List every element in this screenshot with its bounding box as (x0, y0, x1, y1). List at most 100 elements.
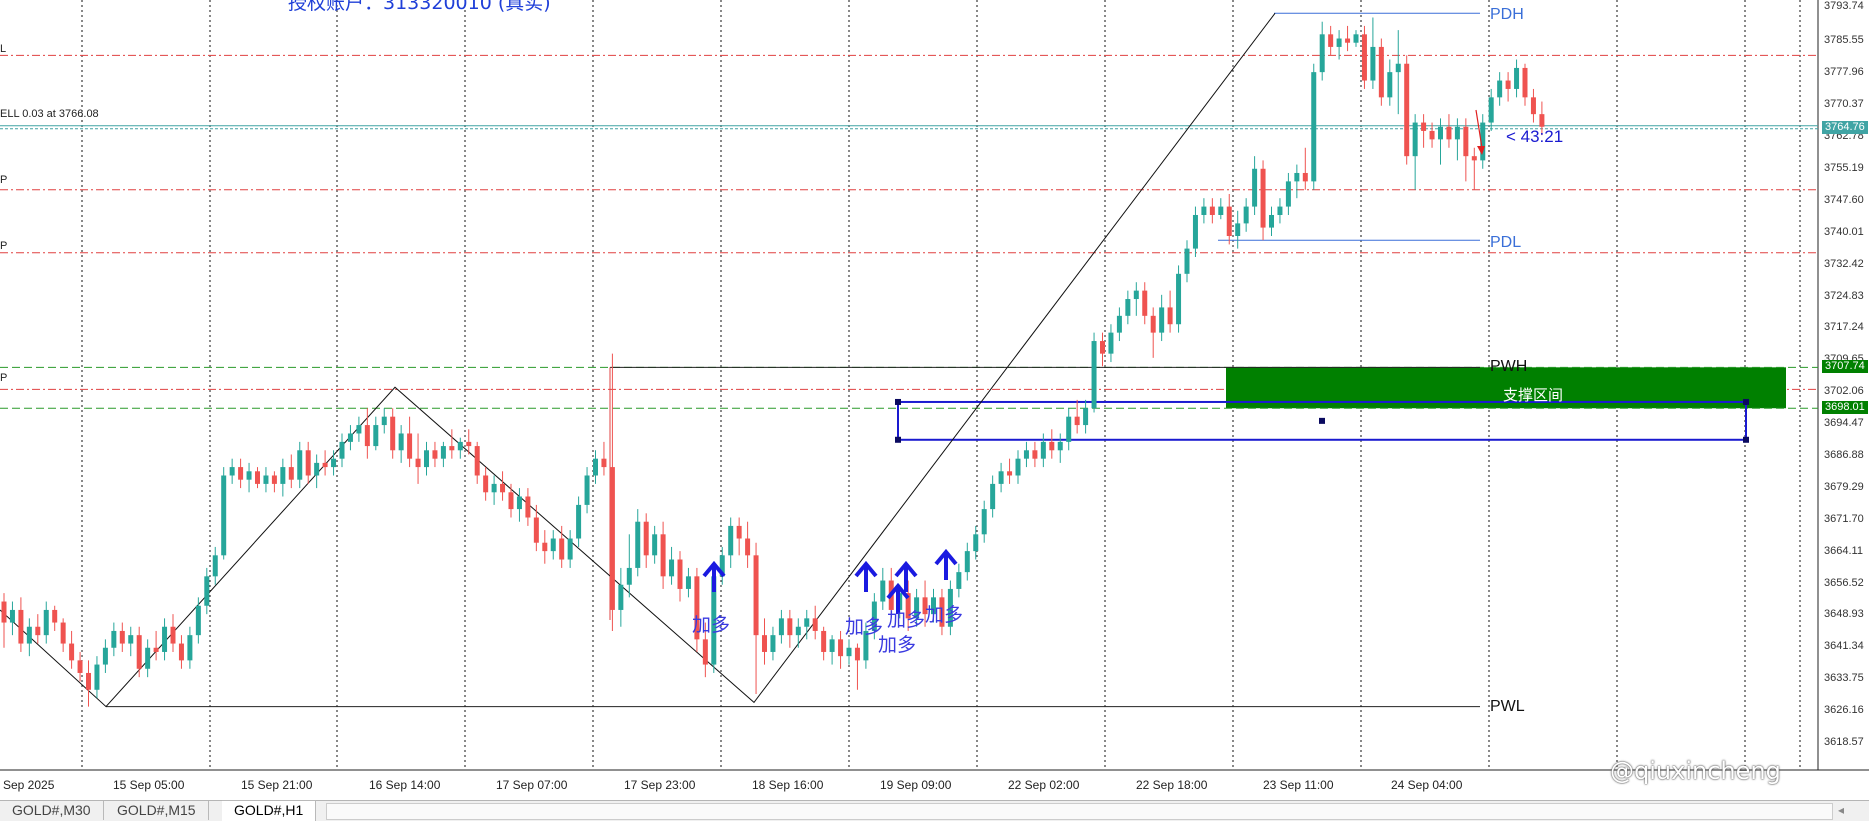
time-tick: 17 Sep 07:00 (496, 778, 568, 792)
price-tick: 3747.60 (1824, 193, 1864, 206)
bear-candle (1150, 315, 1156, 333)
bull-candle (26, 626, 32, 644)
chart-tab-bar: GOLD#,M30 GOLD#,M15 GOLD#,H1 ◂ (0, 800, 1869, 821)
bull-candle (440, 446, 446, 459)
bear-candle (1167, 307, 1173, 325)
price-tick: 3793.74 (1824, 0, 1864, 12)
bull-candle (635, 521, 641, 568)
bear-candle (305, 450, 311, 476)
price-tick: 3785.55 (1824, 34, 1864, 47)
bear-candle (1530, 97, 1536, 115)
bear-candle (170, 626, 176, 644)
tab-gold-m15[interactable]: GOLD#,M15 (105, 801, 209, 820)
time-tick: 22 Sep 02:00 (1008, 778, 1080, 792)
bull-candle (204, 576, 210, 606)
buy-arrow-icon (886, 582, 910, 600)
bull-candle (1294, 172, 1300, 182)
bear-candle (1522, 67, 1528, 98)
bull-candle (347, 433, 353, 442)
bull-candle (339, 441, 345, 459)
time-tick: 17 Sep 23:00 (624, 778, 696, 792)
bull-candle (567, 538, 573, 560)
tab-gold-h1[interactable]: GOLD#,H1 (222, 800, 317, 821)
price-tick: 3732.42 (1824, 257, 1864, 270)
bear-candle (86, 672, 91, 690)
bear-candle (500, 483, 506, 493)
left-label-p2: P (0, 240, 8, 252)
bull-candle (576, 504, 582, 539)
time-tick: 22 Sep 18:00 (1136, 778, 1208, 792)
bull-candle (1066, 416, 1072, 442)
bear-candle (838, 639, 844, 657)
bear-candle (1463, 126, 1469, 157)
price-tick: 3755.19 (1824, 161, 1864, 174)
bull-candle (212, 555, 218, 577)
bull-candle (1218, 206, 1224, 215)
price-tick: 3656.52 (1824, 576, 1864, 589)
bull-candle (145, 647, 151, 669)
bull-candle (1514, 67, 1520, 89)
bear-candle (18, 609, 24, 644)
buy-signal-label: 加多 (925, 604, 964, 626)
bull-candle (990, 483, 996, 510)
bear-candle (745, 538, 751, 556)
bear-candle (390, 416, 396, 451)
bull-candle (102, 647, 108, 665)
bear-candle (821, 630, 827, 652)
bear-candle (508, 492, 514, 510)
bear-candle (69, 643, 75, 661)
bull-candle (1176, 273, 1182, 325)
bull-candle (804, 618, 810, 627)
bear-candle (271, 475, 277, 484)
bull-candle (1116, 315, 1122, 333)
bear-candle (1345, 38, 1351, 43)
bull-candle (1252, 168, 1258, 207)
bear-candle (1100, 341, 1105, 354)
chart-canvas[interactable] (0, 0, 1869, 800)
bull-candle (1125, 299, 1131, 316)
bull-candle (1370, 46, 1376, 81)
scroll-left-icon[interactable]: ◂ (1838, 803, 1845, 817)
price-tick: 3702.06 (1824, 385, 1864, 398)
bull-candle (381, 416, 387, 426)
pwl-label: PWL (1490, 698, 1525, 715)
bear-candle (35, 626, 41, 636)
price-tick: 3618.57 (1824, 736, 1864, 748)
price-tick: 3648.93 (1824, 608, 1864, 621)
bull-candle (187, 635, 193, 661)
bull-candle (516, 496, 522, 510)
left-label-p1: P (0, 174, 8, 186)
bear-candle (812, 618, 818, 631)
bull-candle (331, 458, 337, 468)
bull-candle (280, 467, 286, 484)
bull-candle (626, 567, 632, 585)
price-tick: 3671.70 (1824, 512, 1864, 525)
support-zone-label: 支撑区间 (1503, 386, 1564, 404)
bull-candle (1387, 72, 1393, 98)
bull-candle (1015, 458, 1021, 476)
bull-candle (94, 664, 100, 690)
time-tick: 16 Sep 14:00 (369, 778, 441, 792)
bear-candle (609, 467, 615, 610)
price-tick: 3664.11 (1824, 544, 1863, 557)
bear-candle (364, 425, 370, 447)
bear-candle (178, 643, 184, 661)
buy-signal-label: 加多 (692, 614, 731, 636)
buy-arrow-icon (854, 560, 878, 578)
horizontal-scrollbar[interactable] (326, 803, 1833, 820)
bear-candle (1404, 63, 1410, 157)
bear-candle (1429, 130, 1435, 140)
bull-candle (424, 450, 429, 468)
zigzag-line (0, 13, 1276, 708)
tab-gold-m30[interactable]: GOLD#,M30 (0, 801, 104, 820)
bull-candle (871, 601, 877, 631)
bull-candle (1192, 214, 1198, 249)
bull-candle (931, 597, 936, 615)
bear-candle (601, 458, 607, 468)
price-tick: 3717.24 (1824, 321, 1864, 334)
bear-candle (52, 609, 58, 623)
bull-candle (1235, 223, 1241, 236)
bull-candle (1438, 126, 1443, 140)
bull-candle (1108, 332, 1114, 354)
